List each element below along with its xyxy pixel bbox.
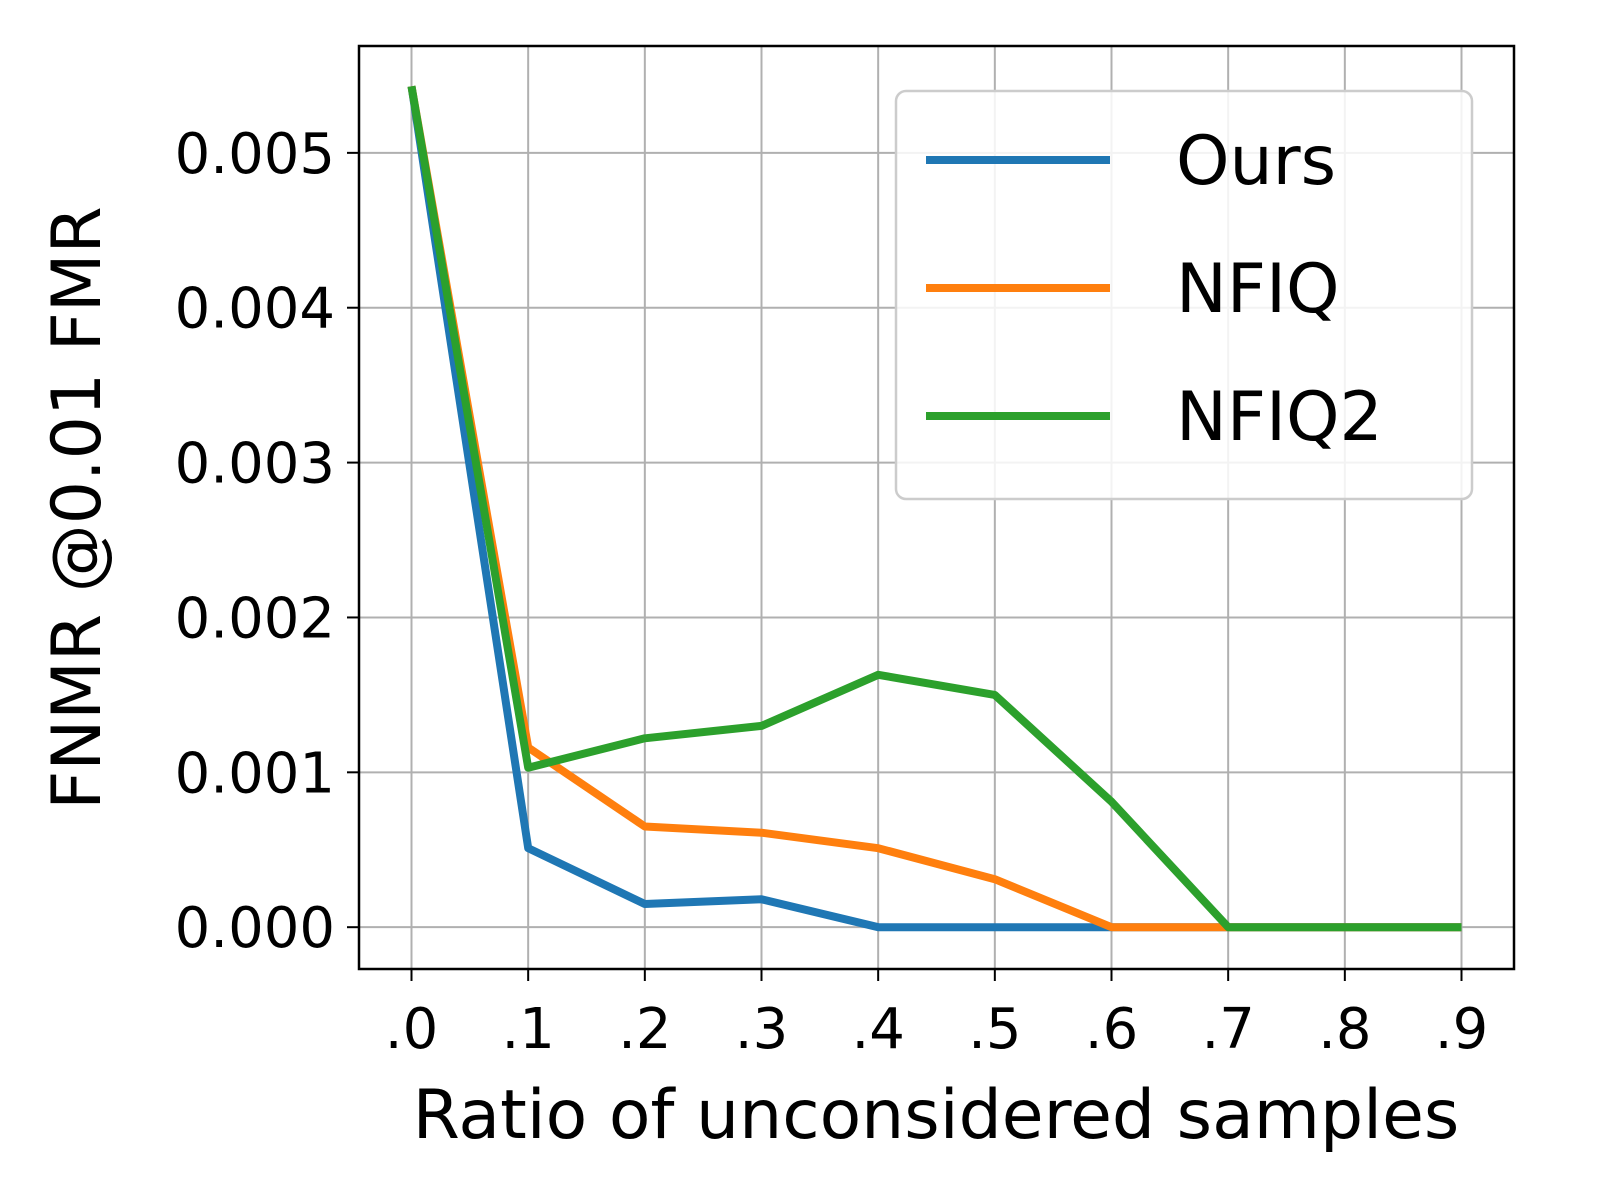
y-tick-label: 0.002 (175, 586, 335, 651)
x-tick-label: .7 (1201, 997, 1254, 1062)
x-tick-label: .3 (735, 997, 788, 1062)
x-tick-label: .6 (1085, 997, 1138, 1062)
y-tick-label: 0.003 (175, 432, 335, 497)
legend-label-nfiq2: NFIQ2 (1176, 378, 1383, 457)
x-tick-label: .4 (851, 997, 904, 1062)
y-tick-label: 0.001 (175, 741, 335, 806)
x-tick-label: .9 (1435, 997, 1488, 1062)
x-tick-label: .8 (1318, 997, 1371, 1062)
y-tick-label: 0.005 (175, 122, 335, 187)
series-line-nfiq2 (407, 85, 1462, 932)
x-tick-label: .0 (385, 997, 438, 1062)
x-axis-title: Ratio of unconsidered samples (413, 1076, 1460, 1155)
legend-label-nfiq: NFIQ (1176, 250, 1340, 329)
plot-frame (357, 44, 1516, 971)
legend-label-ours: Ours (1176, 122, 1336, 201)
ticks: .0 .1 .2 .3 .4 .5 .6 .7 .8 .9 0.000 0.001 0.002 0.003… (175, 122, 1489, 1062)
x-tick-label: .2 (618, 997, 671, 1062)
x-tick-label: .1 (501, 997, 554, 1062)
x-tick-label: .5 (968, 997, 1021, 1062)
y-tick-label: 0.000 (175, 896, 335, 961)
series-layer (407, 85, 1462, 932)
y-tick-label: 0.004 (175, 277, 335, 342)
legend: Ours NFIQ NFIQ2 (894, 89, 1474, 501)
y-axis-title: FNMR @0.01 FMR (38, 206, 117, 810)
legend-box (894, 89, 1474, 501)
